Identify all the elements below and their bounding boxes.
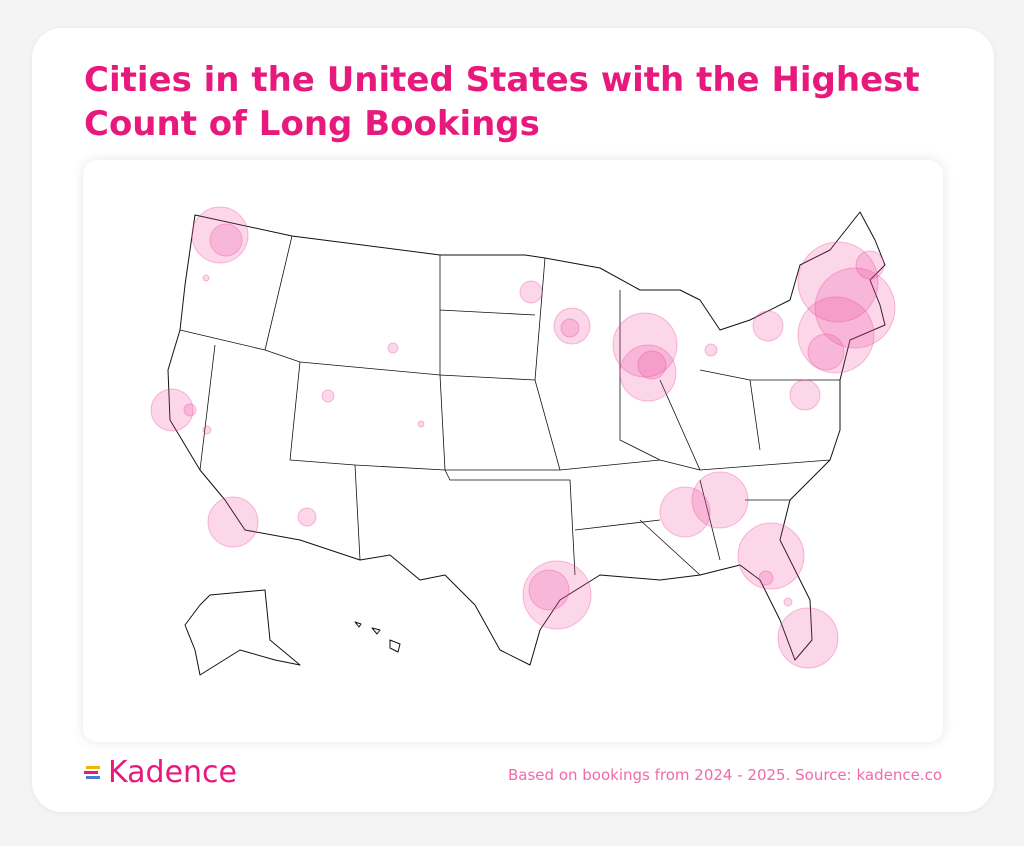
map-panel (83, 160, 943, 742)
city-bubble (855, 250, 885, 280)
logo-text: Kadence (108, 754, 237, 790)
city-bubble (789, 379, 821, 411)
city-bubble (519, 280, 543, 304)
city-bubble (758, 570, 774, 586)
city-bubble (183, 403, 197, 417)
logo-mark (84, 766, 100, 779)
city-bubble (777, 607, 839, 669)
city-bubble (202, 425, 212, 435)
city-bubble (659, 486, 711, 538)
map-outline (167, 211, 886, 676)
hawaii (354, 621, 401, 653)
city-bubble (553, 307, 591, 345)
city-bubble (637, 350, 667, 380)
city-bubble (797, 241, 879, 323)
city-bubble (807, 333, 845, 371)
city-bubble (209, 223, 243, 257)
state-lines (179, 235, 840, 576)
city-bubble (202, 274, 210, 282)
logo: Kadence (84, 752, 237, 792)
city-bubble (150, 388, 194, 432)
logo-bar (86, 776, 100, 779)
city-bubble (560, 318, 580, 338)
city-bubble (612, 312, 678, 378)
city-bubble (522, 560, 592, 630)
alaska (184, 589, 301, 676)
source-note: Based on bookings from 2024 - 2025. Sour… (508, 766, 942, 784)
city-bubble (321, 389, 335, 403)
title: Cities in the United States with the Hig… (84, 60, 920, 144)
logo-bar (86, 766, 100, 769)
city-bubble (814, 267, 896, 349)
city-bubble (619, 344, 677, 402)
city-bubble (417, 420, 425, 428)
city-bubble (752, 310, 784, 342)
city-bubble (528, 569, 570, 611)
city-bubble (387, 342, 399, 354)
city-bubble (797, 296, 875, 374)
city-bubble (691, 471, 749, 529)
city-bubble (207, 496, 259, 548)
bubbles (150, 206, 896, 669)
city-bubble (191, 206, 249, 264)
city-bubble (704, 343, 718, 357)
logo-bar (84, 771, 98, 774)
contiguous-us (167, 211, 886, 666)
city-bubble (297, 507, 317, 527)
city-bubble (737, 522, 805, 590)
city-bubble (783, 597, 793, 607)
